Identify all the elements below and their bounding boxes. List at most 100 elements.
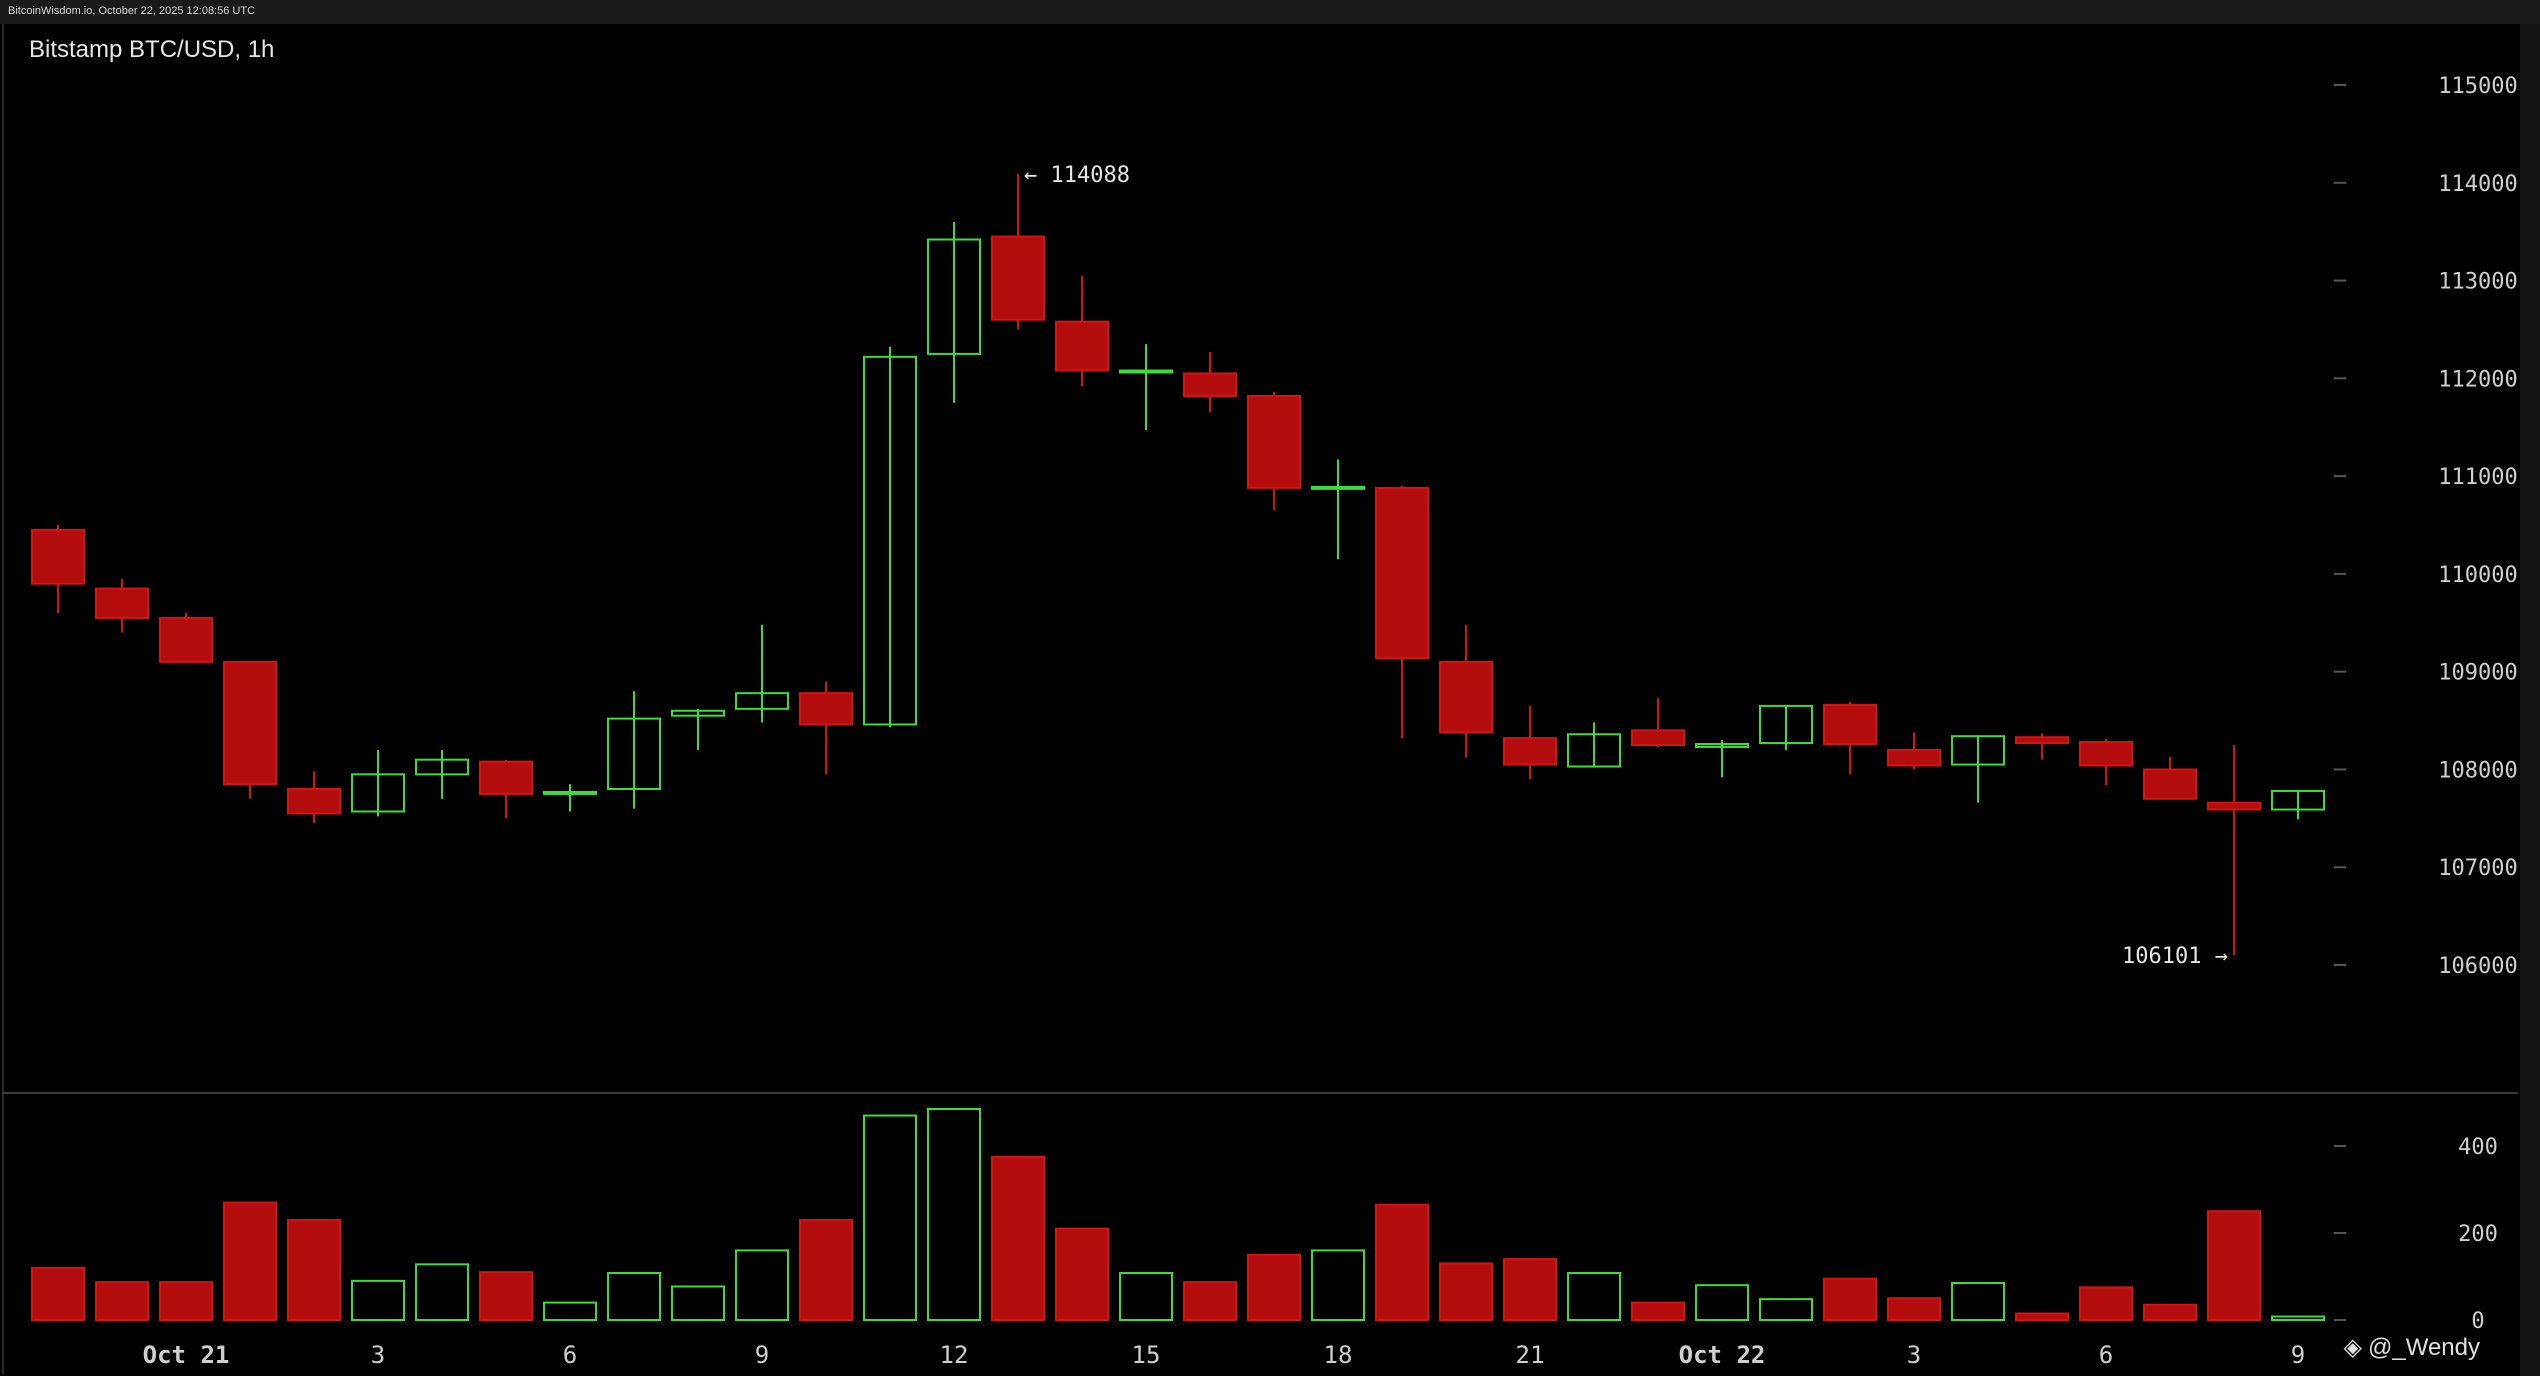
volume-bar xyxy=(2015,1312,2069,1321)
candle-body xyxy=(1887,748,1941,767)
volume-bar xyxy=(1951,1282,2005,1322)
candle-body xyxy=(991,235,1045,321)
volume-bar xyxy=(415,1263,469,1321)
candle-body xyxy=(1311,485,1365,490)
volume-bar xyxy=(287,1218,341,1321)
volume-bar xyxy=(479,1271,533,1322)
volume-bar xyxy=(1247,1253,1301,1321)
candle-body xyxy=(1823,703,1877,746)
x-axis-label: 6 xyxy=(563,1341,577,1369)
volume-bar xyxy=(159,1281,213,1322)
source-timestamp: BitcoinWisdom.io, October 22, 2025 12:08… xyxy=(8,5,256,17)
volume-bar xyxy=(1311,1249,1365,1322)
candle-body xyxy=(415,758,469,776)
candle-body xyxy=(1119,369,1173,374)
volume-bar xyxy=(1055,1227,1109,1322)
x-axis-label: 12 xyxy=(940,1341,969,1369)
candle-body xyxy=(1375,486,1429,659)
x-axis-label: 3 xyxy=(371,1341,385,1369)
volume-bar xyxy=(799,1218,853,1321)
price-axis-label: 106000 xyxy=(2438,954,2517,979)
diamond-logo-icon: ◈ xyxy=(2343,1334,2363,1361)
candle-body xyxy=(1567,733,1621,768)
volume-axis-label: 200 xyxy=(2458,1222,2498,1247)
candle-body xyxy=(735,692,789,710)
candle-body xyxy=(2207,801,2261,811)
candle-body xyxy=(351,773,405,813)
price-axis-label: 115000 xyxy=(2438,74,2517,99)
volume-bar xyxy=(1119,1272,1173,1322)
candle-body xyxy=(2271,789,2325,811)
x-axis-label: Oct 22 xyxy=(1679,1341,1766,1369)
candle-body xyxy=(799,692,853,726)
price-axis-label: 111000 xyxy=(2438,465,2517,490)
volume-bar xyxy=(223,1201,277,1322)
candle-body xyxy=(2079,741,2133,767)
candle-body xyxy=(1503,737,1557,766)
volume-bar xyxy=(1503,1258,1557,1321)
candle-body xyxy=(543,790,597,795)
candle-body xyxy=(31,528,85,585)
panel-divider[interactable] xyxy=(2,1092,2518,1094)
candle-body xyxy=(223,660,277,786)
volume-bar xyxy=(2271,1315,2325,1322)
volume-bar xyxy=(1759,1298,1813,1321)
volume-bar xyxy=(95,1281,149,1322)
candle-body xyxy=(159,616,213,663)
candle-body xyxy=(2143,768,2197,800)
price-axis-label: 112000 xyxy=(2438,367,2517,392)
candle-body xyxy=(287,788,341,815)
screenshot-header: BitcoinWisdom.io, October 22, 2025 12:08… xyxy=(0,0,2540,24)
volume-bar xyxy=(1183,1281,1237,1322)
watermark: ◈ @_Wendy xyxy=(2344,1333,2480,1362)
x-axis-label: 18 xyxy=(1324,1341,1353,1369)
x-axis-label: 3 xyxy=(1907,1341,1921,1369)
volume-bar xyxy=(1887,1297,1941,1321)
volume-axis-label: 400 xyxy=(2458,1135,2498,1160)
price-axis-label: 109000 xyxy=(2438,661,2517,686)
volume-bar xyxy=(543,1301,597,1321)
volume-bar xyxy=(2207,1210,2261,1321)
volume-bar xyxy=(2143,1303,2197,1322)
volume-bar xyxy=(1439,1262,1493,1321)
x-axis-label: Oct 21 xyxy=(143,1341,230,1369)
candle-body xyxy=(927,238,981,355)
right-scrollbar[interactable] xyxy=(2520,24,2540,1376)
x-axis-label: 9 xyxy=(2291,1341,2305,1369)
volume-bar xyxy=(1695,1284,1749,1321)
candle-body xyxy=(863,355,917,726)
x-axis-label: 21 xyxy=(1516,1341,1545,1369)
candle-body xyxy=(1951,735,2005,766)
price-axis-label: 113000 xyxy=(2438,270,2517,295)
chart-title: Bitstamp BTC/USD, 1h xyxy=(29,36,275,63)
candle-body xyxy=(95,587,149,619)
volume-bar xyxy=(863,1114,917,1322)
candle-body xyxy=(671,709,725,717)
high-annotation: ← 114088 xyxy=(1024,163,1130,188)
candle-body xyxy=(1055,320,1109,372)
candle-body xyxy=(1631,729,1685,746)
volume-axis-label: 0 xyxy=(2471,1309,2484,1334)
price-axis-label: 108000 xyxy=(2438,758,2517,783)
candle-body xyxy=(479,760,533,795)
volume-bar xyxy=(31,1266,85,1322)
volume-bar xyxy=(927,1108,981,1322)
volume-bar xyxy=(671,1285,725,1322)
candle-body xyxy=(1247,394,1301,489)
candle-body xyxy=(1759,704,1813,745)
price-axis-label: 114000 xyxy=(2438,172,2517,197)
price-axis-label: 107000 xyxy=(2438,856,2517,881)
volume-bar xyxy=(351,1279,405,1321)
x-axis-label: 6 xyxy=(2099,1341,2113,1369)
volume-bar xyxy=(1823,1277,1877,1322)
x-axis-label: 15 xyxy=(1132,1341,1161,1369)
volume-bar xyxy=(607,1272,661,1322)
candle-body xyxy=(607,717,661,790)
chart-frame xyxy=(2,24,2540,1374)
low-annotation: 106101 → xyxy=(2122,944,2228,969)
candle-body xyxy=(1439,660,1493,734)
price-axis-label: 110000 xyxy=(2438,563,2517,588)
candle-body xyxy=(2015,736,2069,745)
candle-body xyxy=(1183,372,1237,397)
